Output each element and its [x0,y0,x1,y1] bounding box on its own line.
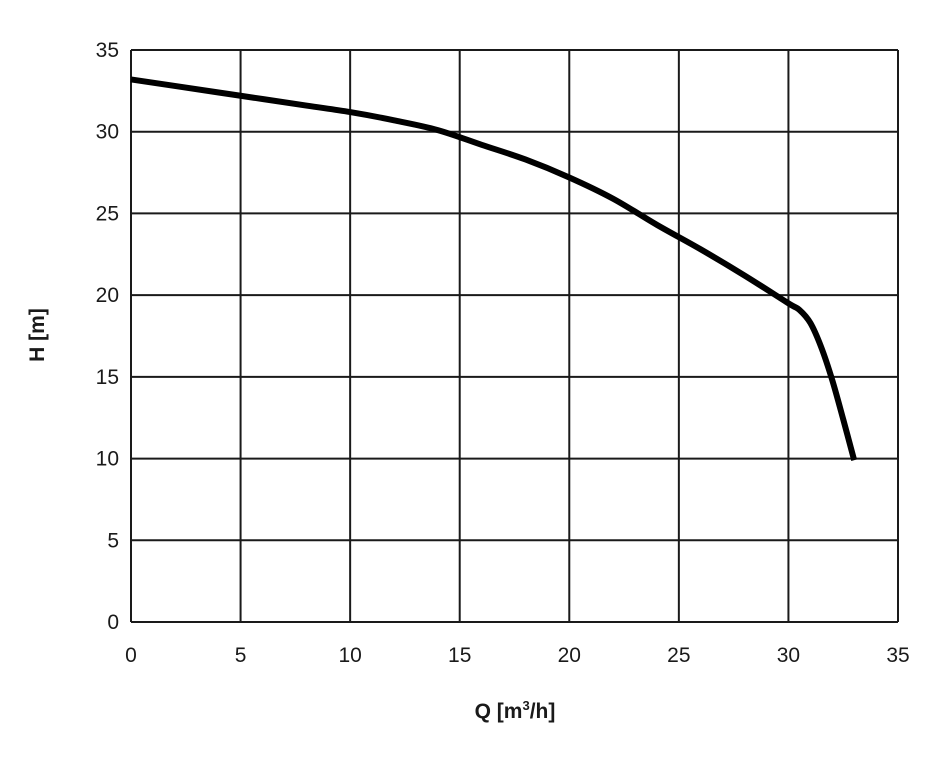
y-tick-label: 15 [96,366,119,389]
x-tick-label: 30 [777,644,800,667]
y-tick-label: 0 [107,611,119,634]
grid-layer [130,49,899,623]
x-tick-label: 35 [886,644,909,667]
series-layer [130,76,858,461]
y-tick-label: 20 [96,284,119,307]
x-tick-label: 20 [558,644,581,667]
y-tick-label: 25 [96,202,119,225]
x-tick-label: 0 [125,644,137,667]
x-tick-label: 15 [448,644,471,667]
pump-curve-line [130,76,858,461]
y-tick-labels: 0 5 10 15 20 25 30 35 [96,39,119,634]
y-tick-label: 35 [96,39,119,62]
x-tick-label: 5 [235,644,247,667]
y-tick-label: 5 [107,529,119,552]
x-tick-label: 10 [338,644,361,667]
y-tick-label: 30 [96,121,119,144]
y-tick-label: 10 [96,448,119,471]
y-axis-title: H [m] [26,308,49,362]
x-axis-title: Q [m3/h] [475,698,556,723]
x-tick-label: 25 [667,644,690,667]
x-tick-labels: 0 5 10 15 20 25 30 35 [125,644,910,667]
